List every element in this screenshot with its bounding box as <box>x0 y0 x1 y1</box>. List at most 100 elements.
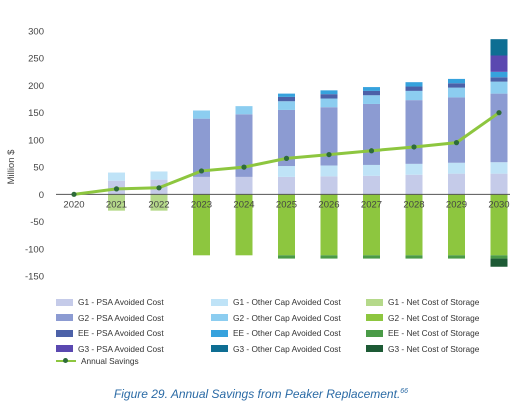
bar-segment <box>363 95 380 104</box>
y-tick-label: -150 <box>25 272 44 283</box>
caption-text: Figure 29. Annual Savings from Peaker Re… <box>113 387 401 401</box>
bar-segment <box>150 171 168 180</box>
bar-segment <box>405 90 423 101</box>
y-tick-label: -100 <box>25 244 44 255</box>
bar-segment <box>235 194 253 256</box>
annual-savings-point <box>156 185 162 191</box>
x-tick-label: 2026 <box>318 199 339 210</box>
bar-segment <box>490 173 508 195</box>
x-tick-label: 2023 <box>191 199 212 210</box>
x-tick-label: 2020 <box>63 199 84 210</box>
bar-segment <box>405 86 423 91</box>
bar-segment <box>490 93 508 163</box>
legend-label: EE - PSA Avoided Cost <box>78 328 164 338</box>
legend-swatch <box>56 329 73 337</box>
bar-segment <box>405 255 423 259</box>
bar-segment <box>278 101 295 110</box>
bar-segment <box>320 98 338 108</box>
legend-swatch <box>211 345 228 352</box>
bar-segment <box>363 103 380 165</box>
bar-segment <box>150 194 168 211</box>
annual-savings-point <box>411 144 417 150</box>
bar-segment <box>363 194 380 256</box>
bar-segment <box>320 90 338 95</box>
bar-segment <box>448 255 465 259</box>
x-tick-label: 2024 <box>233 199 254 210</box>
bar-segment <box>193 118 210 177</box>
legend-item: G2 - Net Cost of Storage <box>366 312 479 324</box>
legend-swatch <box>211 329 228 337</box>
legend-swatch <box>366 345 383 352</box>
bar-segment <box>490 194 508 256</box>
bar-segment <box>490 55 508 72</box>
bar-segment <box>363 90 380 96</box>
annual-savings-point <box>71 191 77 197</box>
y-tick-label: 0 <box>39 190 44 201</box>
legend-swatch <box>56 314 73 321</box>
legend-line-swatch <box>56 357 76 365</box>
legend-label: Annual Savings <box>81 356 139 366</box>
bar-segment <box>490 255 508 259</box>
bar-segment <box>448 87 465 98</box>
x-tick-label: 2021 <box>106 199 127 210</box>
bar-segment <box>320 194 338 256</box>
y-axis-label: Million $ <box>6 149 17 185</box>
bar-segment <box>448 83 465 88</box>
legend-swatch <box>211 298 228 306</box>
y-tick-label: 300 <box>28 27 44 38</box>
bar-segment <box>490 71 508 78</box>
legend-swatch <box>366 314 383 321</box>
bar-segment <box>490 162 508 174</box>
legend-label: G2 - PSA Avoided Cost <box>78 312 164 323</box>
bar-segment <box>278 255 295 259</box>
bar-segment <box>405 82 423 87</box>
bar-segment <box>193 110 210 119</box>
legend-item: EE - Other Cap Avoided Cost <box>211 327 341 339</box>
legend-item: EE - PSA Avoided Cost <box>56 327 164 339</box>
legend-label: G1 - PSA Avoided Cost <box>78 297 164 307</box>
annual-savings-point <box>283 155 290 161</box>
x-tick-label: 2022 <box>148 199 169 210</box>
bar-segment <box>108 172 125 181</box>
annual-savings-point <box>326 151 332 158</box>
bar-segment <box>490 81 508 94</box>
legend-item: G1 - Other Cap Avoided Cost <box>211 296 341 308</box>
legend-label: G1 - Net Cost of Storage <box>388 297 480 307</box>
legend-item: G3 - Other Cap Avoided Cost <box>211 343 341 355</box>
y-tick-label: 100 <box>28 135 44 146</box>
bar-segment <box>448 78 465 84</box>
legend-label: G2 - Net Cost of Storage <box>388 312 480 323</box>
legend-item: EE - Net Cost of Storage <box>366 327 479 339</box>
x-tick-label: 2030 <box>488 199 509 210</box>
y-tick-label: 150 <box>28 108 44 119</box>
bar-segment <box>363 255 380 259</box>
bar-segment <box>278 194 295 256</box>
legend-swatch <box>56 345 73 352</box>
legend-label: G3 - Other Cap Avoided Cost <box>233 343 341 354</box>
legend-item: G3 - Net Cost of Storage <box>366 343 479 355</box>
legend-swatch <box>366 329 383 337</box>
caption-footnote: 66 <box>400 388 409 395</box>
bar-segment <box>448 162 465 174</box>
annual-savings-point <box>113 186 120 192</box>
legend-label: G3 - Net Cost of Storage <box>388 343 480 354</box>
legend: G1 - PSA Avoided Cost G1 - Other Cap Avoi… <box>56 296 516 366</box>
bar-segment <box>448 194 465 256</box>
bar-segment <box>405 100 423 164</box>
bar-segment <box>235 176 253 195</box>
figure-caption: Figure 29. Annual Savings from Peaker Re… <box>0 387 522 401</box>
bars <box>108 39 508 267</box>
y-tick-label: 200 <box>28 81 44 92</box>
bar-segment <box>278 93 295 97</box>
x-tick-label: 2027 <box>361 199 382 210</box>
bar-segment <box>405 174 423 195</box>
bar-segment <box>320 176 338 195</box>
legend-item-annual-savings: Annual Savings <box>56 355 139 367</box>
annual-savings-point <box>198 168 205 174</box>
annual-savings-line <box>71 110 502 197</box>
bar-segment <box>278 166 295 177</box>
bar-segment <box>193 194 210 256</box>
legend-swatch <box>366 298 383 306</box>
bar-segment <box>235 106 253 115</box>
bar-segment <box>363 175 380 195</box>
